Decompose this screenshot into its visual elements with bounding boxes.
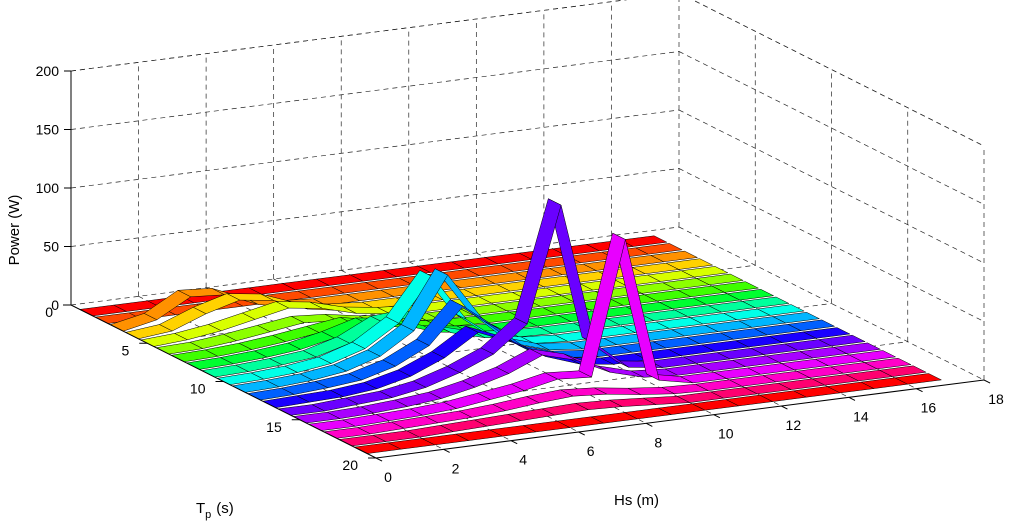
x-tick-mark	[645, 422, 653, 427]
y-tick-label: 5	[121, 342, 129, 358]
x-tick-mark	[510, 440, 518, 445]
grid-line-z-back	[70, 51, 680, 130]
x-tick-mark	[578, 431, 585, 436]
x-tick-mark	[375, 457, 383, 462]
ribbon-layer	[79, 198, 942, 454]
y-tick-label: 10	[190, 381, 206, 397]
grid-line-z-back	[70, 0, 628, 72]
y-axis-label-sub: p	[205, 509, 211, 521]
x-tick-label: 10	[718, 426, 734, 442]
y-tick-label: 20	[342, 457, 358, 473]
box-edge-floor-side	[678, 226, 985, 381]
ribbon-series	[308, 232, 896, 431]
grid-line-z-back	[70, 109, 680, 189]
box-edge-top-side	[692, 0, 985, 147]
x-tick-mark	[848, 396, 856, 401]
x-tick-mark	[781, 405, 788, 410]
x-tick-label: 6	[587, 443, 595, 459]
grid-line-z-back	[70, 168, 680, 247]
x-tick-label: 2	[452, 460, 460, 476]
x-tick-label: 18	[988, 391, 1004, 407]
x-tick-label: 4	[519, 452, 527, 468]
ribbon-series	[247, 299, 835, 401]
x-tick-label: 8	[654, 434, 662, 450]
x-axis-label: Hs (m)	[614, 492, 659, 509]
box-edge-floor-back	[70, 226, 680, 306]
x-tick-label: 12	[786, 417, 802, 433]
ribbon-series	[323, 357, 912, 439]
ribbon-series	[338, 365, 927, 447]
ribbon-series	[293, 342, 881, 424]
x-tick-mark	[916, 388, 923, 393]
x-tick-mark	[983, 379, 991, 384]
box-edge-top-back	[70, 0, 628, 72]
grid-line-z-side	[692, 0, 985, 147]
z-tick-label: 150	[36, 122, 60, 138]
y-axis-label-main: T	[196, 500, 205, 517]
x-tick-mark	[443, 448, 450, 453]
ribbon-segment	[495, 348, 543, 374]
y-tick-label: 15	[266, 419, 282, 435]
x-tick-label: 16	[921, 400, 937, 416]
ribbon-segment	[446, 347, 494, 373]
y-axis-label-unit: (s)	[216, 500, 234, 517]
grid-line-z-side	[678, 168, 985, 322]
z-tick-label: 50	[43, 239, 59, 255]
z-tick-label: 200	[36, 63, 60, 79]
grid-line-z-side	[678, 51, 985, 205]
z-axis-label: Power (W)	[6, 195, 23, 266]
x-tick-label: 0	[384, 469, 392, 485]
grid-line-z-side	[678, 109, 985, 264]
y-axis-label: Tp (s)	[196, 500, 234, 521]
y-tick-label: 0	[45, 304, 53, 320]
z-tick-label: 0	[51, 297, 59, 313]
x-axis-line	[375, 379, 985, 459]
x-tick-mark	[713, 414, 721, 419]
z-tick-label: 100	[36, 180, 60, 196]
x-tick-label: 14	[853, 408, 869, 424]
ribbon-series	[354, 373, 942, 454]
front-axes	[63, 70, 991, 462]
tick-layer: 0 50 100 150 200 0 2 4 6 8 10 12 14 16 18 0 5 10 15 20	[36, 63, 1004, 485]
ribbon-series	[277, 198, 866, 416]
